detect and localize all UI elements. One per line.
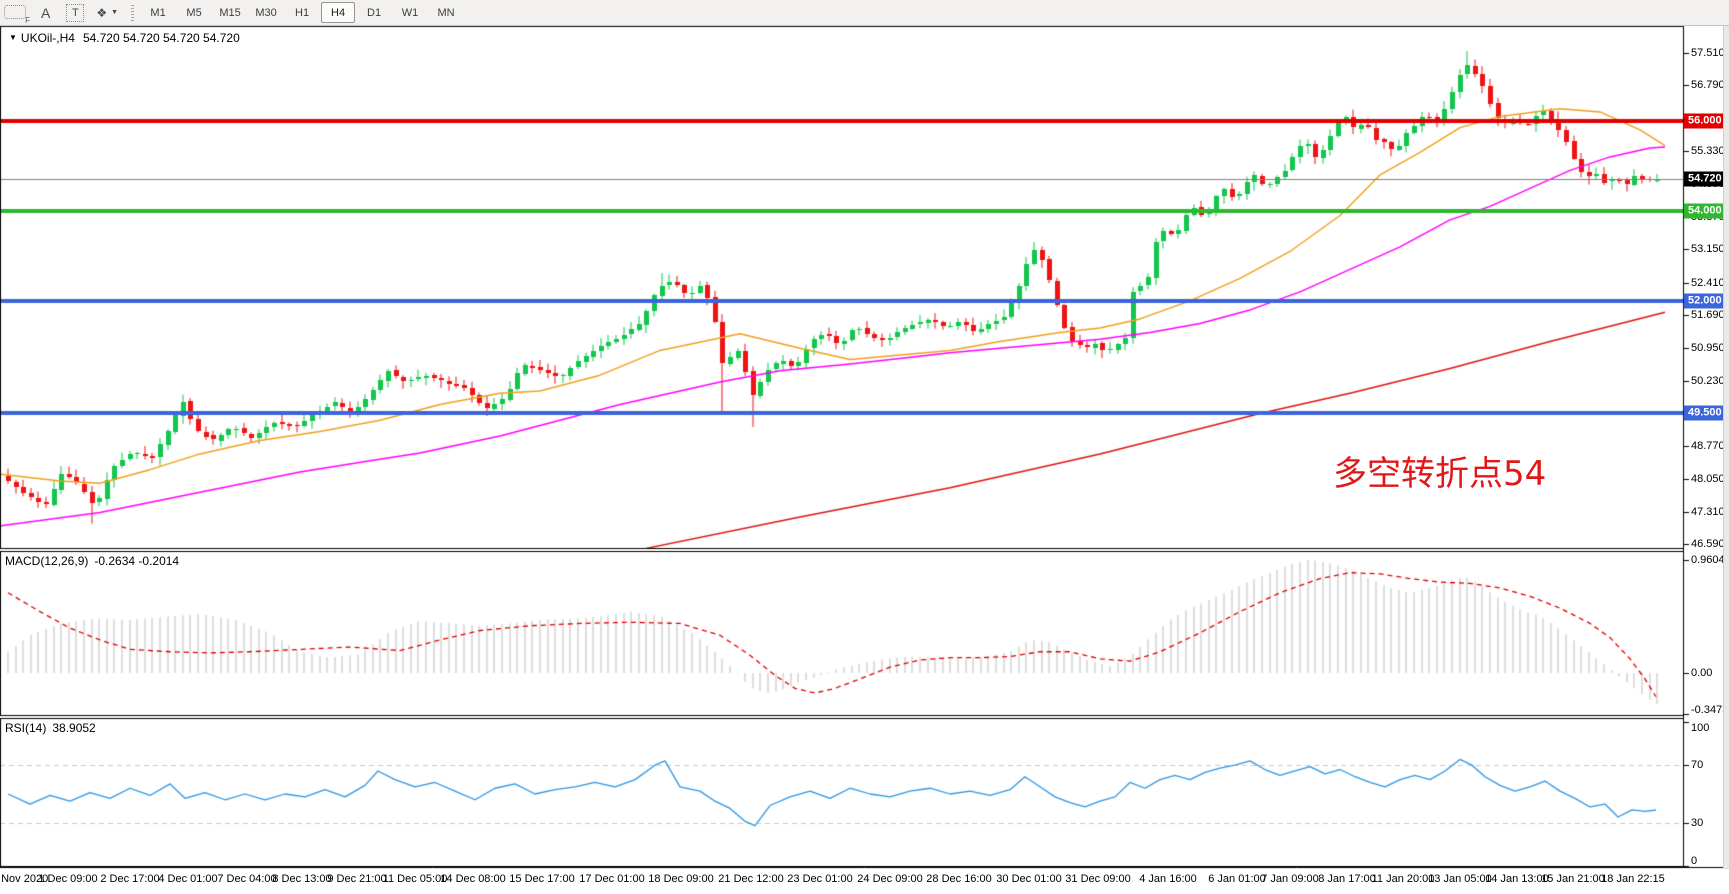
timeframe-button-group: M1 M5 M15 M30 H1 H4 D1 W1 MN bbox=[140, 2, 464, 23]
price-level-tag: 54.000 bbox=[1684, 203, 1726, 219]
date-axis-label: 18 Jan 22:15 bbox=[1601, 873, 1665, 885]
macd-axis-label: 0.9604 bbox=[1691, 554, 1725, 566]
tab-timeframe-m5[interactable]: M5 bbox=[186, 6, 202, 19]
tab-timeframe-mn[interactable]: MN bbox=[437, 6, 455, 19]
price-axis-label: 57.510 bbox=[1691, 47, 1725, 59]
date-axis-label: 11 Jan 20:00 bbox=[1371, 873, 1435, 885]
price-level-tag: 49.500 bbox=[1684, 405, 1726, 421]
date-axis-label: 30 Dec 01:00 bbox=[996, 873, 1062, 885]
macd-indicator-label: MACD(12,26,9) -0.2634 -0.2014 bbox=[5, 554, 179, 568]
macd-axis-label: -0.3473 bbox=[1691, 704, 1729, 716]
price-axis-label: 53.150 bbox=[1691, 243, 1725, 256]
date-axis-label: 11 Dec 05:00 bbox=[382, 873, 448, 885]
macd-name: MACD(12,26,9) bbox=[5, 554, 89, 568]
date-axis-label: 21 Dec 12:00 bbox=[718, 873, 784, 885]
text-tool-button[interactable]: A bbox=[41, 4, 51, 21]
rsi-indicator-label: RSI(14) 38.9052 bbox=[5, 721, 96, 735]
date-axis-label: 31 Dec 09:00 bbox=[1065, 873, 1131, 885]
tab-timeframe-w1[interactable]: W1 bbox=[401, 6, 419, 19]
price-axis-label: 55.330 bbox=[1691, 145, 1725, 158]
date-axis-label: 7 Dec 04:00 bbox=[217, 873, 277, 885]
dropdown-caret-icon[interactable]: ▼ bbox=[111, 9, 119, 16]
price-level-tag: 54.720 bbox=[1684, 171, 1726, 187]
date-axis-label: 9 Dec 21:00 bbox=[327, 873, 387, 885]
date-axis-label: 7 Jan 09:00 bbox=[1261, 873, 1319, 885]
rsi-axis-label: 70 bbox=[1691, 759, 1704, 772]
date-axis-label: 8 Jan 17:00 bbox=[1318, 873, 1376, 885]
cursor-tool-icon[interactable]: F bbox=[4, 4, 30, 25]
date-axis-label: 2 Dec 17:00 bbox=[100, 873, 160, 885]
chevron-down-icon[interactable]: ▼ bbox=[9, 33, 17, 42]
date-axis-label: 15 Dec 17:00 bbox=[509, 873, 575, 885]
price-axis-label: 56.790 bbox=[1691, 79, 1725, 92]
date-axis-label: 14 Jan 13:00 bbox=[1485, 873, 1549, 885]
date-axis-label: 4 Dec 01:00 bbox=[158, 873, 218, 885]
tab-timeframe-d1[interactable]: D1 bbox=[367, 6, 382, 19]
tab-timeframe-h1[interactable]: H1 bbox=[295, 6, 310, 19]
date-axis-label: 28 Dec 16:00 bbox=[926, 873, 992, 885]
price-axis-label: 50.230 bbox=[1691, 374, 1725, 387]
macd-axis-label: 0.00 bbox=[1691, 667, 1713, 679]
label-tool-button[interactable]: T bbox=[66, 3, 85, 22]
date-axis-label: 13 Jan 05:00 bbox=[1428, 873, 1492, 885]
date-axis-label: 8 Dec 13:00 bbox=[272, 873, 332, 885]
date-axis-label: 14 Dec 08:00 bbox=[440, 873, 506, 885]
price-axis-label: 52.410 bbox=[1691, 276, 1725, 289]
date-axis-label: 4 Jan 16:00 bbox=[1139, 873, 1197, 885]
price-level-tag: 52.000 bbox=[1684, 293, 1726, 309]
cursor-tool-label: F bbox=[25, 15, 30, 25]
date-axis-label: 18 Dec 09:00 bbox=[648, 873, 714, 885]
price-axis-label: 48.050 bbox=[1691, 472, 1725, 485]
symbol-name: UKOil-,H4 bbox=[20, 31, 75, 45]
price-axis-label: 47.310 bbox=[1691, 506, 1725, 518]
top-toolbar: F A T ❖ ▼ M1 M5 M15 M30 H1 H4 D1 W1 MN bbox=[0, 0, 1729, 26]
price-axis-label: 48.770 bbox=[1691, 440, 1725, 453]
rsi-name: RSI(14) bbox=[5, 721, 47, 735]
price-level-tag: 56.000 bbox=[1684, 113, 1726, 129]
price-axis-label: 50.950 bbox=[1691, 342, 1725, 355]
rsi-axis-label: 30 bbox=[1691, 816, 1704, 829]
date-axis-label: 1 Dec 09:00 bbox=[38, 873, 98, 885]
date-axis-label: 6 Jan 01:00 bbox=[1208, 873, 1266, 885]
window-scrollbar[interactable] bbox=[1723, 26, 1729, 868]
rsi-axis-label: 100 bbox=[1691, 722, 1710, 734]
toolbar-grip[interactable] bbox=[131, 4, 135, 21]
trend-annotation-text: 多空转折点54 bbox=[1333, 454, 1547, 494]
price-axis-label: 51.690 bbox=[1691, 308, 1725, 321]
rsi-value: 38.9052 bbox=[52, 721, 96, 735]
ohlc-values: 54.720 54.720 54.720 54.720 bbox=[82, 31, 240, 45]
date-axis-label: 30 Nov 2020 bbox=[0, 873, 49, 885]
macd-values: -0.2634 -0.2014 bbox=[94, 554, 180, 568]
chart-symbol-label: ▼ UKOil-,H4 54.720 54.720 54.720 54.720 bbox=[9, 31, 240, 45]
rsi-axis-label: 0 bbox=[1691, 855, 1698, 867]
tab-timeframe-m15[interactable]: M15 bbox=[219, 6, 241, 19]
arrows-tool-button[interactable]: ❖ bbox=[96, 5, 108, 20]
tab-timeframe-m1[interactable]: M1 bbox=[150, 6, 166, 19]
date-axis-label: 23 Dec 01:00 bbox=[787, 873, 853, 885]
date-axis-label: 17 Dec 01:00 bbox=[579, 873, 645, 885]
date-axis-label: 15 Jan 21:00 bbox=[1541, 873, 1605, 885]
date-axis-label: 24 Dec 09:00 bbox=[857, 873, 923, 885]
tab-timeframe-h4[interactable]: H4 bbox=[321, 2, 356, 23]
tab-timeframe-m30[interactable]: M30 bbox=[255, 6, 277, 19]
price-axis-label: 46.590 bbox=[1691, 538, 1725, 551]
